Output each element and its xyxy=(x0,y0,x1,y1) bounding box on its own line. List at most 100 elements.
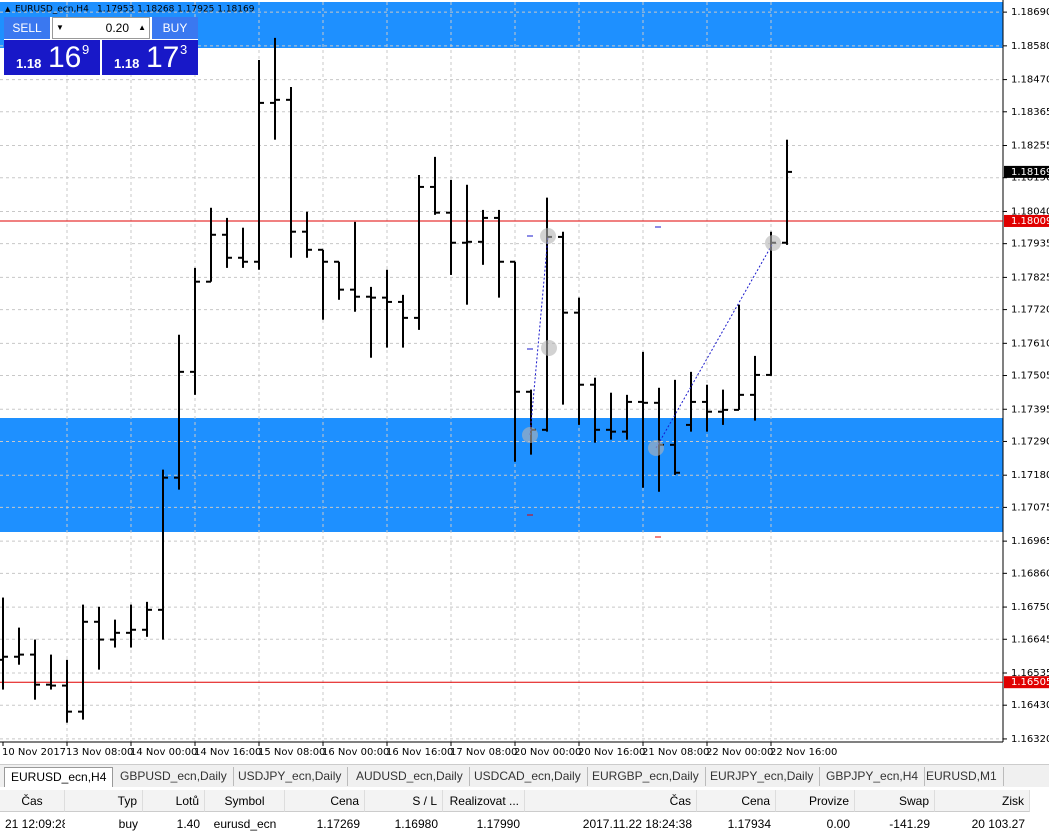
bid-frac: 9 xyxy=(82,42,90,57)
x-tick-label: 22 Nov 00:00 xyxy=(706,747,773,758)
y-tick-label: 1.17075 xyxy=(1011,502,1049,513)
y-tick-label: 1.17290 xyxy=(1011,436,1049,447)
lot-value: 0.20 xyxy=(105,21,129,35)
y-tick-label: 1.16535 xyxy=(1011,668,1049,679)
y-tick-label: 1.16750 xyxy=(1011,602,1049,613)
table-cell: 1.17990 xyxy=(476,817,520,831)
y-tick-label: 1.16860 xyxy=(1011,568,1049,579)
table-cell: 21 12:09:28 xyxy=(5,817,65,831)
trade-marker xyxy=(541,340,557,356)
arrow-up: ▲ xyxy=(138,23,146,32)
ask-big: 1.18 xyxy=(114,56,140,71)
plot-area xyxy=(0,2,1003,742)
x-tick-label: 22 Nov 16:00 xyxy=(770,747,837,758)
table-cell: 1.16980 xyxy=(394,817,438,831)
x-tick-label: 14 Nov 00:00 xyxy=(130,747,197,758)
tab[interactable]: EURUSD,M1 xyxy=(920,767,1004,786)
table-cell: 20 103.27 xyxy=(971,817,1025,831)
y-tick-label: 1.17395 xyxy=(1011,404,1049,415)
y-tick-label: 1.18255 xyxy=(1011,141,1049,152)
tab[interactable]: GBPJPY_ecn,H4 xyxy=(820,767,926,786)
x-tick-label: 16 Nov 16:00 xyxy=(386,747,453,758)
table-cell: 1.17934 xyxy=(727,817,771,831)
symbol: EURUSD_ecn,H4 xyxy=(15,5,89,15)
x-tick-label: 17 Nov 08:00 xyxy=(450,747,517,758)
column-header: Typ xyxy=(65,790,143,812)
trade-link xyxy=(655,242,774,449)
y-tick-label: 1.16320 xyxy=(1011,734,1049,745)
bid-pips: 16 xyxy=(48,41,82,74)
column-header: Provize xyxy=(776,790,855,812)
level-label: 1.18009 xyxy=(1011,216,1049,227)
column-header: S / L xyxy=(365,790,443,812)
x-tick-label: 10 Nov 2017 xyxy=(2,747,66,758)
trade-marker xyxy=(540,228,556,244)
y-tick-label: 1.16965 xyxy=(1011,536,1049,547)
bid-quote[interactable]: 1.18 16 9 xyxy=(4,40,100,75)
column-header: Čas xyxy=(525,790,697,812)
y-tick-label: 1.17720 xyxy=(1011,305,1049,316)
y-tick-label: 1.18150 xyxy=(1011,173,1049,184)
x-tick-label: 20 Nov 16:00 xyxy=(578,747,645,758)
ask-quote[interactable]: 1.18 17 3 xyxy=(102,40,198,75)
sell-button[interactable]: SELL xyxy=(4,17,50,39)
y-tick-label: 1.17825 xyxy=(1011,272,1049,283)
y-tick-label: 1.17610 xyxy=(1011,338,1049,349)
ohlc: 1.17953 1.18268 1.17925 1.18169 xyxy=(97,5,255,15)
table-cell: 2017.11.22 18:24:38 xyxy=(582,817,692,831)
trade-marker xyxy=(648,440,664,456)
column-header: Čas xyxy=(0,790,65,812)
column-header: Lotů xyxy=(143,790,205,812)
tab[interactable]: AUDUSD_ecn,Daily xyxy=(350,767,470,786)
tab[interactable]: EURGBP_ecn,Daily xyxy=(586,767,706,786)
y-tick-label: 1.18040 xyxy=(1011,206,1049,217)
tab[interactable]: USDJPY_ecn,Daily xyxy=(232,767,349,786)
column-header: Cena xyxy=(697,790,776,812)
header-arrow: ▲ xyxy=(5,5,11,13)
tab[interactable]: EURJPY_ecn,Daily xyxy=(704,767,821,786)
x-tick-label: 14 Nov 16:00 xyxy=(194,747,261,758)
column-header: Zisk xyxy=(935,790,1030,812)
level-label: 1.16505 xyxy=(1011,677,1049,688)
chart-tabs: EURUSD_ecn,H4 GBPUSD_ecn,Daily USDJPY_ecn,… xyxy=(0,764,1049,787)
x-tick-label: 21 Nov 08:00 xyxy=(642,747,709,758)
level-tag xyxy=(1004,214,1049,227)
y-tick-label: 1.18470 xyxy=(1011,75,1049,86)
tab[interactable]: EURUSD_ecn,H4 xyxy=(4,767,114,787)
y-tick-label: 1.16645 xyxy=(1011,634,1049,645)
column-header: Swap xyxy=(855,790,935,812)
x-tick-label: 15 Nov 08:00 xyxy=(258,747,325,758)
trade-link xyxy=(529,235,549,436)
bid-big: 1.18 xyxy=(16,56,42,71)
table-cell: 1.17269 xyxy=(316,817,360,831)
y-tick-label: 1.17935 xyxy=(1011,239,1049,250)
trade-marker xyxy=(765,235,781,251)
table-cell: -141.29 xyxy=(889,817,930,831)
price-tag xyxy=(1004,165,1049,178)
level-tag xyxy=(1004,676,1049,689)
table-cell: 0.00 xyxy=(826,817,850,831)
y-tick-label: 1.17505 xyxy=(1011,371,1049,382)
arrow-down: ▼ xyxy=(56,23,64,32)
column-header: Symbol xyxy=(205,790,285,812)
y-tick-label: 1.17180 xyxy=(1011,470,1049,481)
buy-button[interactable]: BUY xyxy=(152,17,198,39)
tab[interactable]: GBPUSD_ecn,Daily xyxy=(114,767,234,786)
table-cell: buy xyxy=(118,817,138,831)
column-header: Cena xyxy=(285,790,365,812)
y-tick-label: 1.16430 xyxy=(1011,700,1049,711)
x-tick-label: 16 Nov 00:00 xyxy=(322,747,389,758)
y-tick-label: 1.18580 xyxy=(1011,41,1049,52)
price-label: 1.18169 xyxy=(1011,167,1049,178)
lot-input[interactable]: ▼ 0.20 ▲ xyxy=(52,17,150,39)
chart: 1.186901.185801.184701.183651.182551.181… xyxy=(0,0,1049,758)
x-tick-label: 20 Nov 00:00 xyxy=(514,747,581,758)
table-cell: eurusd_ecn xyxy=(213,817,277,831)
tab[interactable]: USDCAD_ecn,Daily xyxy=(468,767,588,786)
one-click-panel: SELL ▼ 0.20 ▲ BUY 1.18 16 9 1.18 17 3 xyxy=(4,17,198,75)
ask-pips: 17 xyxy=(146,41,180,74)
table-cell: 1.40 xyxy=(176,817,200,831)
x-tick-label: 13 Nov 08:00 xyxy=(66,747,133,758)
column-header: Realizovat ... xyxy=(443,790,525,812)
